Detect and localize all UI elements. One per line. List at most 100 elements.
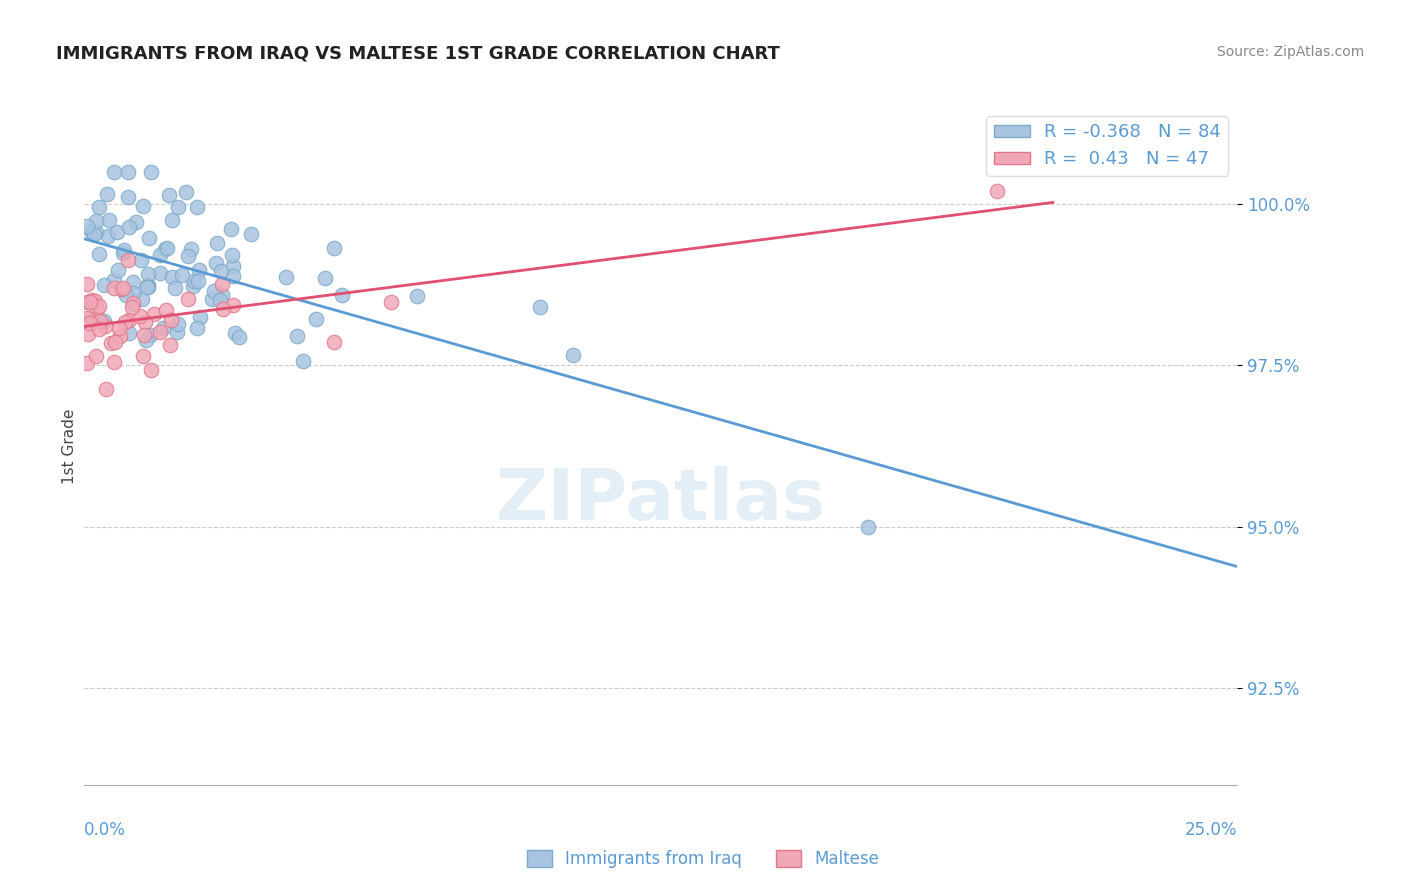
Point	[114, 243, 136, 257]
Point	[121, 275, 143, 289]
Point	[79, 312, 101, 326]
Text: 25.0%: 25.0%	[1185, 821, 1237, 838]
Point	[221, 248, 243, 262]
Point	[159, 337, 181, 351]
Point	[406, 289, 429, 303]
Legend: Immigrants from Iraq, Maltese: Immigrants from Iraq, Maltese	[520, 843, 886, 875]
Point	[121, 296, 143, 310]
Point	[121, 285, 143, 300]
Point	[107, 262, 129, 277]
Point	[132, 199, 155, 213]
Point	[149, 325, 172, 339]
Point	[211, 264, 233, 278]
Point	[152, 320, 174, 334]
Point	[103, 164, 125, 178]
Point	[986, 184, 1008, 198]
Point	[117, 252, 139, 267]
Point	[180, 242, 202, 256]
Point	[332, 287, 354, 301]
Point	[201, 292, 224, 306]
Point	[187, 274, 209, 288]
Point	[76, 295, 98, 310]
Point	[80, 293, 103, 307]
Point	[108, 328, 131, 343]
Point	[94, 318, 117, 333]
Point	[129, 309, 152, 323]
Point	[139, 164, 162, 178]
Point	[165, 281, 187, 295]
Point	[183, 274, 205, 288]
Point	[129, 252, 152, 267]
Point	[166, 325, 188, 339]
Point	[174, 185, 197, 199]
Point	[100, 335, 122, 350]
Point	[117, 164, 139, 178]
Point	[167, 318, 190, 332]
Point	[202, 284, 225, 298]
Point	[380, 295, 402, 310]
Point	[80, 224, 103, 238]
Point	[138, 231, 160, 245]
Point	[98, 213, 121, 227]
Point	[224, 326, 246, 341]
Point	[111, 281, 134, 295]
Point	[94, 382, 117, 396]
Point	[221, 268, 243, 283]
Legend: R = -0.368   N = 84, R =  0.43   N = 47: R = -0.368 N = 84, R = 0.43 N = 47	[987, 116, 1229, 176]
Point	[103, 281, 125, 295]
Point	[89, 322, 111, 336]
Point	[87, 247, 110, 261]
Point	[96, 186, 118, 201]
Point	[83, 227, 105, 241]
Point	[118, 312, 141, 326]
Point	[323, 241, 346, 255]
Point	[212, 302, 235, 317]
Point	[305, 312, 328, 326]
Point	[222, 297, 245, 311]
Point	[188, 263, 211, 277]
Point	[76, 219, 98, 234]
Text: IMMIGRANTS FROM IRAQ VS MALTESE 1ST GRADE CORRELATION CHART: IMMIGRANTS FROM IRAQ VS MALTESE 1ST GRAD…	[56, 45, 780, 62]
Point	[209, 293, 232, 308]
Point	[190, 310, 212, 325]
Point	[117, 190, 139, 204]
Point	[323, 334, 346, 349]
Text: 0.0%: 0.0%	[84, 821, 127, 838]
Point	[76, 314, 98, 328]
Point	[172, 268, 194, 283]
Point	[138, 279, 160, 293]
Point	[76, 355, 98, 369]
Point	[149, 266, 172, 280]
Point	[314, 271, 336, 285]
Point	[205, 256, 228, 270]
Y-axis label: 1st Grade: 1st Grade	[62, 409, 77, 483]
Point	[114, 315, 136, 329]
Point	[177, 249, 200, 263]
Point	[136, 267, 159, 281]
Point	[105, 225, 128, 239]
Point	[84, 349, 107, 363]
Point	[115, 288, 138, 302]
Point	[211, 277, 233, 292]
Text: ZIPatlas: ZIPatlas	[496, 466, 825, 534]
Point	[160, 313, 183, 327]
Point	[153, 242, 176, 256]
Point	[529, 300, 551, 314]
Point	[89, 299, 111, 313]
Point	[79, 316, 101, 330]
Point	[561, 348, 583, 362]
Point	[89, 314, 111, 328]
Point	[135, 280, 157, 294]
Point	[160, 212, 183, 227]
Point	[103, 273, 125, 287]
Point	[285, 329, 308, 343]
Point	[112, 246, 135, 260]
Point	[139, 363, 162, 377]
Point	[291, 353, 314, 368]
Point	[103, 355, 125, 369]
Point	[131, 293, 153, 307]
Point	[858, 519, 880, 533]
Point	[156, 241, 179, 255]
Point	[93, 314, 115, 328]
Point	[118, 326, 141, 340]
